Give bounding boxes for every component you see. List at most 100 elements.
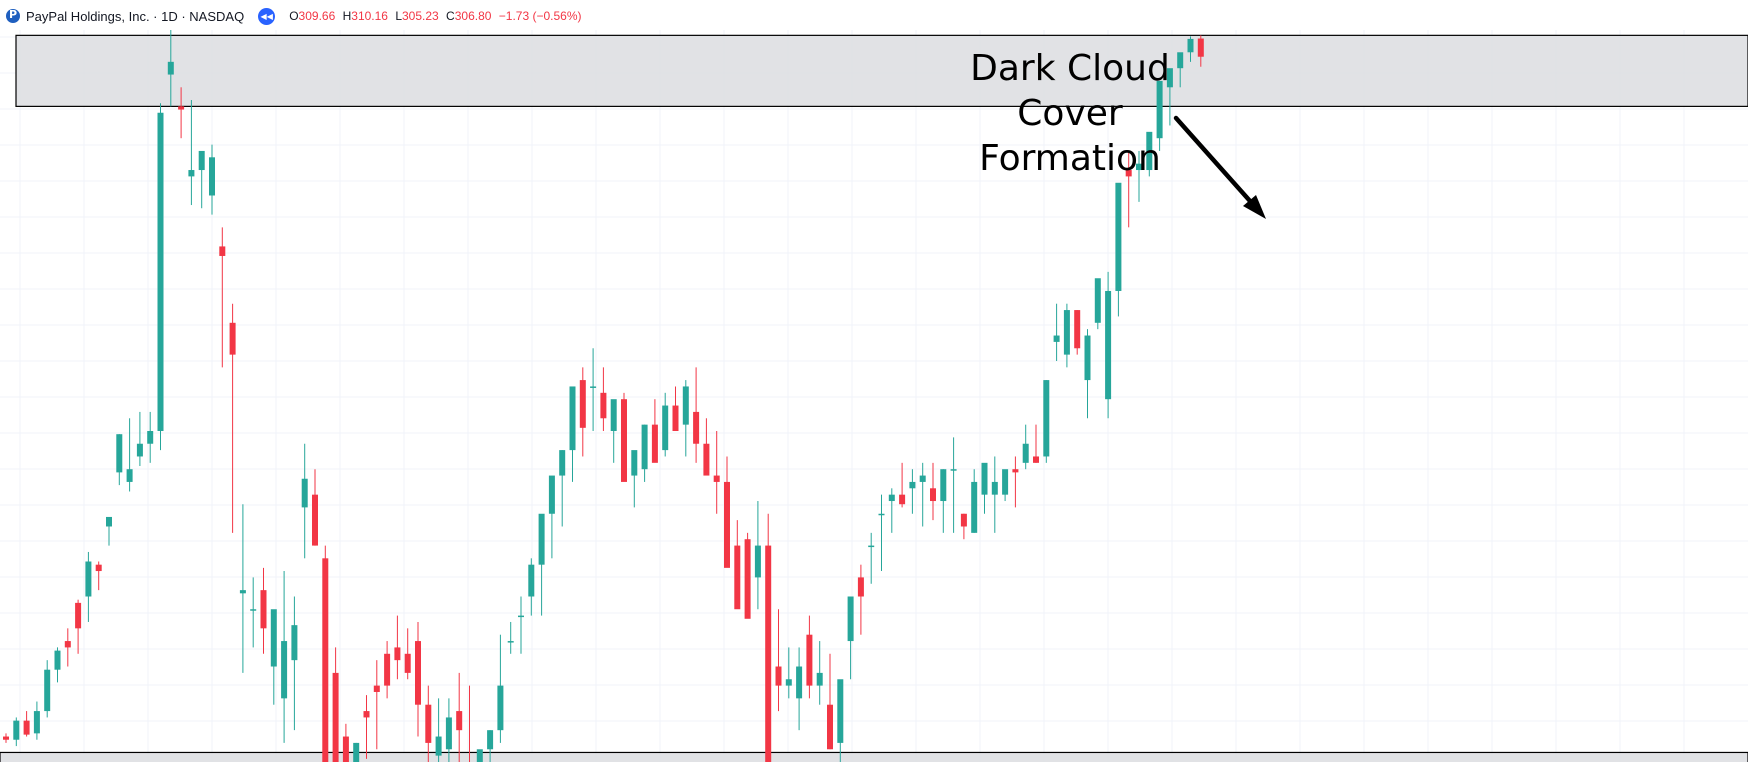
candle [167, 30, 174, 107]
candle [971, 469, 978, 533]
candle [404, 628, 411, 680]
candle-body [1187, 38, 1194, 53]
symbol-title[interactable]: PayPal Holdings, Inc. · 1D · NASDAQ [26, 8, 245, 24]
candle-body [1094, 278, 1101, 323]
candle-body [1166, 68, 1173, 88]
candle [332, 647, 339, 762]
candle [579, 367, 586, 457]
candle [693, 367, 700, 463]
candle [106, 516, 112, 546]
candle-body [1197, 38, 1204, 57]
annotation-line-1: Dark Cloud [970, 48, 1170, 89]
candle [899, 462, 906, 508]
candle-body [394, 647, 401, 661]
candle [281, 571, 288, 743]
candle [960, 513, 967, 540]
annotation-arrow [1173, 115, 1266, 219]
candle-body [229, 322, 236, 355]
candle-body [703, 443, 710, 476]
candle-body [342, 736, 349, 762]
candle-body [672, 405, 679, 432]
candle-body [147, 431, 154, 444]
candle [497, 634, 504, 743]
candle [1002, 469, 1009, 502]
candle-body [785, 679, 792, 686]
candle [116, 434, 123, 486]
candle-body [384, 653, 391, 686]
candle [1166, 68, 1173, 126]
candle-body [857, 577, 864, 597]
candle [1053, 303, 1060, 361]
candle-body [23, 720, 30, 735]
candle-body [507, 641, 514, 643]
candle [1012, 456, 1019, 508]
candle [1094, 278, 1101, 330]
candle [590, 348, 597, 432]
candle-body [899, 494, 906, 505]
candle [476, 749, 483, 762]
ohlc-values: O309.66 H310.16 L305.23 C306.80 −1.73 (−… [289, 9, 585, 23]
candle [1063, 303, 1070, 368]
candle [559, 450, 566, 527]
candle-body [621, 399, 627, 482]
candle [1022, 424, 1029, 470]
annotation-line-2: Cover [1017, 93, 1123, 134]
candle-body [136, 443, 143, 457]
candle [312, 469, 318, 546]
high-value: 310.16 [351, 9, 388, 23]
candle [621, 392, 627, 482]
annotation-line-3: Formation [979, 138, 1161, 179]
candle [85, 551, 92, 622]
candle-body [919, 475, 926, 482]
candle [538, 513, 545, 616]
candle [816, 641, 823, 705]
candle-body [816, 672, 823, 686]
candle-body [1063, 310, 1070, 355]
candle-body [806, 634, 813, 686]
candle [1033, 424, 1039, 463]
candle-series [3, 30, 1204, 762]
candle-body [497, 685, 504, 731]
candle [518, 596, 524, 654]
high-label: H [342, 9, 352, 23]
candle [363, 695, 370, 759]
close-value: 306.80 [454, 9, 492, 23]
candle [136, 411, 143, 467]
candle [64, 628, 71, 667]
candle-body [3, 736, 9, 740]
candle-body [353, 742, 360, 762]
candle-body [590, 386, 597, 388]
candle [940, 469, 947, 533]
candle-body [250, 609, 257, 611]
candle-body [487, 730, 494, 750]
candle-body [301, 478, 308, 508]
paypal-logo-icon [6, 8, 20, 23]
candle-body [116, 434, 123, 473]
resistance-zone[interactable] [15, 34, 1748, 107]
candle [456, 672, 463, 762]
candle [703, 418, 710, 476]
candle [384, 641, 391, 699]
candle [724, 456, 730, 568]
candle-body [1033, 456, 1039, 463]
candle [837, 679, 844, 762]
candle-body [775, 666, 782, 686]
support-zone[interactable] [0, 751, 1748, 762]
candle [528, 558, 535, 616]
candle [435, 698, 442, 762]
candle-body [260, 590, 267, 629]
candle-body [1156, 80, 1163, 139]
chart-legend: PayPal Holdings, Inc. · 1D · NASDAQ ◀◀ O… [6, 5, 586, 27]
replay-rewind-icon[interactable]: ◀◀ [258, 7, 276, 25]
candle [744, 532, 751, 619]
candle [1177, 52, 1184, 88]
candle-body [868, 545, 875, 548]
candle [54, 647, 61, 683]
candle [909, 469, 916, 514]
candle [507, 621, 514, 654]
candle [991, 456, 998, 533]
candle-body [528, 564, 535, 597]
candle [188, 100, 195, 206]
candle-body [559, 450, 566, 476]
